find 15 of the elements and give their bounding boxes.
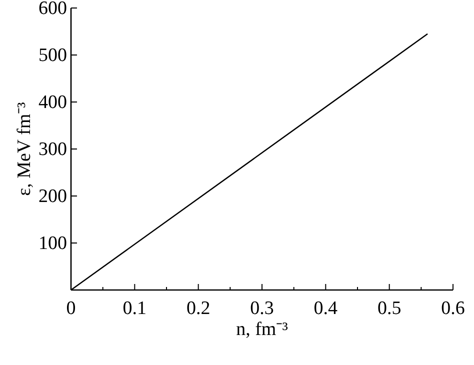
y-tick-label: 300 [38, 139, 67, 160]
x-tick-label: 0.5 [377, 298, 402, 319]
x-tick-label: 0.1 [122, 298, 147, 319]
y-tick-label: 200 [38, 186, 67, 207]
x-tick-label: 0.6 [441, 298, 465, 319]
x-axis-title: n, fm⁻³ [236, 319, 288, 340]
y-tick-label: 500 [38, 45, 67, 66]
y-tick-label: 400 [38, 92, 67, 113]
x-tick-label: 0.2 [186, 298, 210, 319]
y-tick-label: 600 [38, 0, 67, 19]
x-tick-label: 0.3 [250, 298, 274, 319]
y-tick-label: 100 [38, 233, 67, 254]
y-axis-title: ε, MeV fm⁻³ [14, 102, 35, 196]
x-tick-label: 0 [66, 298, 76, 319]
x-tick-label: 0.4 [314, 298, 338, 319]
